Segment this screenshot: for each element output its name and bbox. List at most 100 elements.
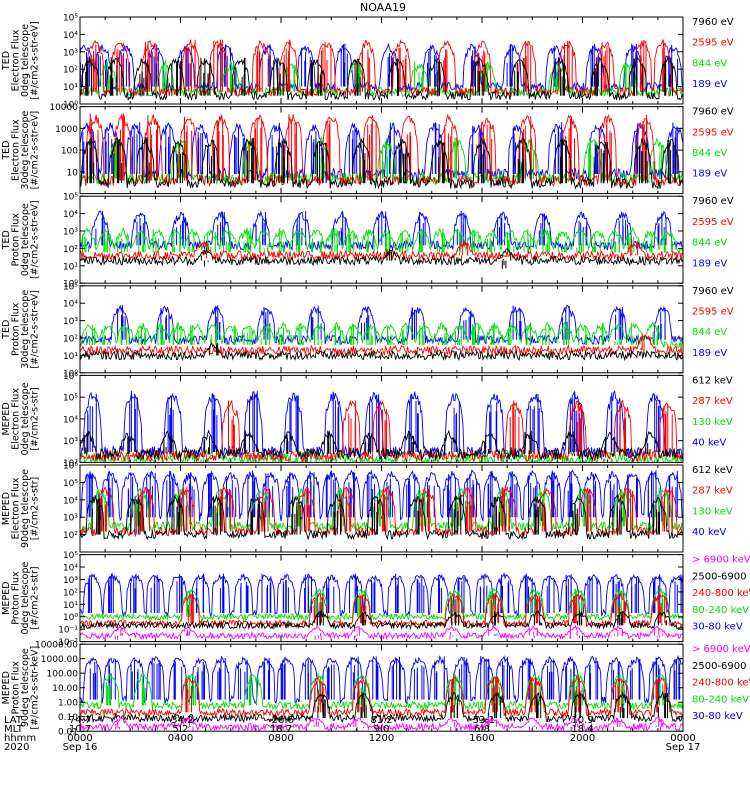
ylabel-line: TED — [1, 141, 12, 161]
series-189-ev — [79, 210, 684, 251]
legend-entry: 189 eV — [692, 169, 727, 180]
ylabel-line: 90deg telescope — [20, 469, 31, 548]
ytick-label: 10² — [63, 245, 78, 255]
series-line — [79, 672, 684, 711]
series-traces — [79, 469, 684, 541]
series-traces — [79, 112, 684, 190]
series-line — [79, 624, 684, 641]
legend-entry: 130 keV — [692, 506, 733, 517]
ytick-label: 10⁶ — [63, 462, 78, 472]
ytick-label: 10⁶ — [63, 372, 78, 382]
footer-value: Sep 17 — [666, 742, 701, 753]
ylabel-line: Proton Flux — [11, 302, 22, 356]
legend-entry: 844 eV — [692, 238, 727, 249]
footer-row-lat: LAT — [4, 715, 23, 726]
series-30-80-kev — [79, 655, 684, 705]
ytick-label: 10⁴ — [63, 300, 78, 310]
legend-entry: 240-800 keV — [692, 588, 750, 599]
series-287-kev — [79, 485, 684, 538]
legend-entry: 40 keV — [692, 438, 726, 449]
ytick-label: 10⁴ — [63, 210, 78, 220]
series-7960-ev — [79, 342, 684, 362]
ytick-label: 10⁵ — [63, 282, 78, 292]
legend-entry: 7960 eV — [692, 17, 734, 28]
legend-entry: > 6900 keV — [692, 555, 750, 566]
legend-entry: 189 eV — [692, 79, 727, 90]
legend-entry: 287 keV — [692, 396, 733, 407]
series-40-kev — [79, 390, 684, 459]
ytick-label: 10¹ — [63, 262, 78, 272]
ytick-label: 10² — [63, 459, 78, 469]
ytick-label: 10⁵ — [63, 551, 78, 561]
legend-entry: 612 keV — [692, 375, 733, 386]
legend-entry: 2595 eV — [692, 307, 734, 318]
ylabel-line: [#/cm2-s-str] — [30, 566, 41, 629]
ytick-label: 10⁵ — [63, 394, 78, 404]
series-189-ev — [79, 121, 684, 181]
ytick-label: 0.10 — [58, 713, 78, 723]
ylabel-line: Proton Flux — [11, 661, 22, 715]
footer-value: 1600 — [469, 733, 494, 744]
ylabel-line: [#/cm2-s-str-eV] — [30, 200, 41, 279]
ytick-label: 10¹ — [63, 601, 78, 611]
series-line — [79, 240, 684, 262]
footer-value: -34.2 — [168, 715, 194, 726]
ytick-label: 1000.00 — [41, 655, 78, 665]
legend-entry: 7960 eV — [692, 196, 734, 207]
series-line — [79, 390, 684, 459]
legend-entry: > 6900 keV — [692, 644, 750, 655]
legend-entry: 844 eV — [692, 148, 727, 159]
ylabel-line: MEPED — [1, 671, 12, 704]
legend-entry: 7960 eV — [692, 107, 734, 118]
legend-entry: 30-80 keV — [692, 622, 743, 633]
ytick-label: 10⁵ — [63, 193, 78, 203]
footer-value: 0000 — [67, 733, 92, 744]
ylabel-line: Electron Flux — [11, 29, 22, 91]
ylabel-line: [#/cm2-s-str-eV] — [30, 111, 41, 190]
ytick-label: 1000 — [55, 125, 78, 135]
footer-value: -26.6 — [268, 715, 294, 726]
ylabel-line: Electron Flux — [11, 388, 22, 450]
series-2500-6900 — [79, 609, 684, 631]
series-line — [79, 675, 684, 718]
ytick-label: 10⁰ — [63, 613, 78, 623]
ytick-label: 10³ — [63, 514, 78, 524]
ytick-label: 10² — [63, 335, 78, 345]
series-line — [79, 342, 684, 362]
ytick-label: 1.00 — [58, 699, 78, 709]
ytick-label: 10⁴ — [63, 31, 78, 41]
series-line — [79, 587, 684, 622]
series-traces — [79, 38, 684, 102]
series-612-kev — [79, 493, 684, 541]
footer-value: 18.7 — [270, 724, 292, 735]
footer-value: -53.1 — [469, 715, 495, 726]
ytick-label: 10⁻² — [58, 638, 78, 648]
ylabel-line: TED — [1, 51, 12, 71]
footer-value: 0800 — [268, 733, 293, 744]
legend-entry: 7960 eV — [692, 286, 734, 297]
ylabel-line: 30deg telescope — [20, 290, 31, 369]
legend-entry: 130 keV — [692, 417, 733, 428]
ytick-label: 100 — [61, 147, 78, 157]
ytick-label: 100.00 — [47, 670, 79, 680]
ytick-label: 10³ — [63, 228, 78, 238]
footer-value: Sep 16 — [63, 742, 98, 753]
series-line — [79, 321, 684, 349]
series-7960-ev — [79, 136, 683, 190]
legend-entry: 287 keV — [692, 486, 733, 497]
series-line — [79, 609, 684, 631]
series--6900-kev — [79, 624, 684, 641]
ylabel-line: 0deg telescope — [20, 562, 31, 635]
legend-entry: 189 eV — [692, 348, 727, 359]
footer-value: 6.8 — [474, 724, 490, 735]
series-240-800-kev — [79, 591, 684, 628]
legend-entry: 612 keV — [692, 465, 733, 476]
series-traces — [79, 655, 684, 732]
series-80-240-kev — [79, 672, 684, 711]
series-line — [79, 136, 683, 190]
